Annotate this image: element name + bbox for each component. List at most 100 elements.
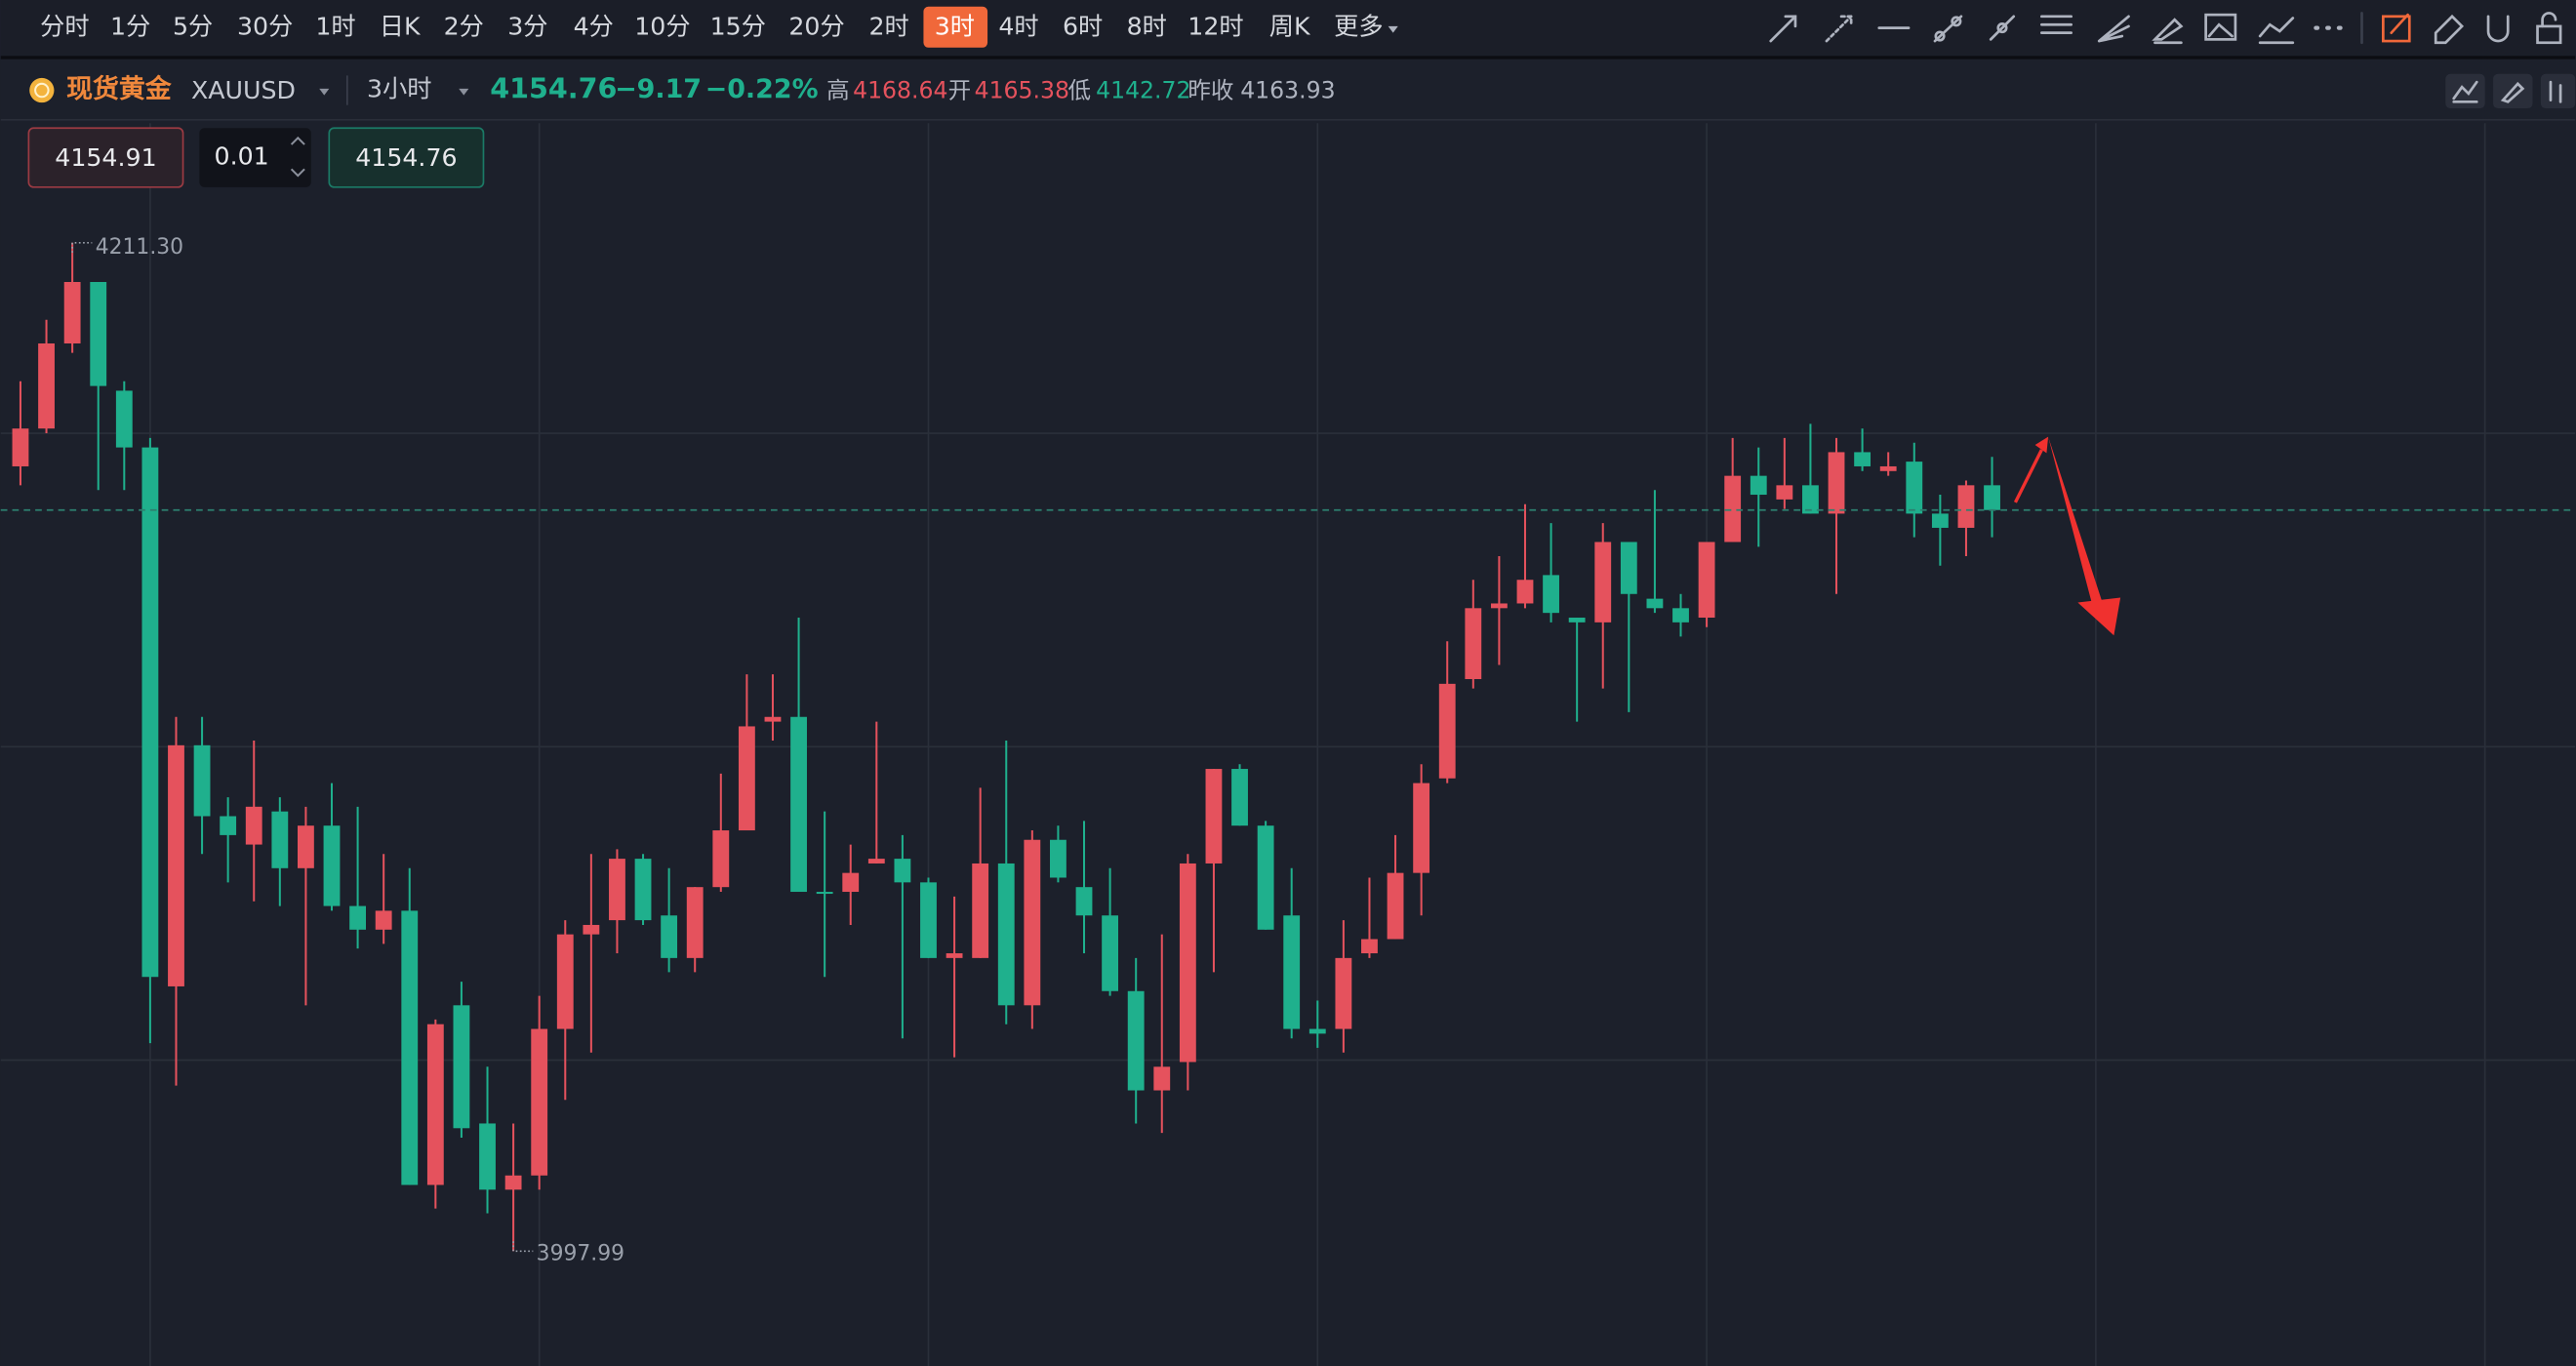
candle-body	[426, 1024, 444, 1185]
timeframe-tab[interactable]: 2时	[868, 13, 908, 41]
timeframe-tab[interactable]: 12时	[1187, 13, 1243, 41]
low-label: 低	[1068, 77, 1092, 104]
candle-body	[1231, 769, 1248, 826]
timeframe-tab[interactable]: 4时	[998, 13, 1038, 41]
qty-spinner[interactable]	[290, 136, 305, 178]
low-value: 4142.72	[1096, 77, 1190, 104]
symbol-name: 现货黄金	[66, 73, 173, 104]
candle-body	[1413, 783, 1430, 873]
qty[interactable]: 0.01	[215, 142, 269, 171]
caret	[319, 88, 330, 96]
active-tab	[923, 6, 988, 48]
change: −9.17	[615, 74, 702, 104]
timeframe-tab[interactable]: 3时	[935, 13, 975, 41]
candle-body	[946, 953, 963, 958]
prev-close-label: 昨收	[1187, 77, 1233, 104]
timeframe-tab[interactable]: 1分	[110, 13, 150, 41]
candle-body	[349, 905, 366, 930]
candle-body	[738, 726, 755, 831]
candle-body	[1620, 542, 1637, 594]
candle-body	[245, 806, 262, 845]
timeframe-tab[interactable]: 更多	[1334, 13, 1383, 41]
timeframe-tab[interactable]: 10分	[634, 13, 690, 41]
candle-body	[1672, 608, 1689, 623]
candle-body	[1205, 769, 1223, 864]
candle-body	[531, 1028, 548, 1176]
candle-body	[972, 863, 989, 958]
candle-body	[1361, 939, 1378, 954]
candle-body	[1594, 542, 1612, 623]
candle-body	[1490, 603, 1508, 609]
symbol-code[interactable]: XAUUSD	[191, 76, 296, 104]
candle-body	[1387, 872, 1404, 940]
candle-body	[1750, 475, 1767, 496]
qty-input[interactable]	[199, 128, 311, 187]
candle-body	[1646, 598, 1664, 609]
candle-body	[1854, 452, 1872, 466]
open-value: 4165.38	[975, 77, 1069, 104]
timeframe-tab[interactable]: 6时	[1063, 13, 1103, 41]
candle-body	[1308, 1028, 1326, 1034]
period[interactable]: 3小时	[367, 75, 432, 103]
candle-body	[816, 892, 833, 895]
candle-body	[1127, 990, 1145, 1091]
more-caret	[1388, 25, 1398, 33]
low-label: 3997.99	[537, 1242, 624, 1266]
candle-body	[1931, 513, 1949, 528]
timeframe-tab[interactable]: 15分	[710, 13, 766, 41]
timeframe-tab[interactable]: 8时	[1127, 13, 1167, 41]
high-value: 4168.64	[853, 77, 947, 104]
candle-body	[634, 859, 652, 921]
candle-body	[1516, 580, 1534, 604]
candle-body	[38, 342, 55, 429]
coin-icon	[29, 77, 55, 103]
candle-body	[90, 282, 107, 386]
candle-body	[712, 830, 730, 888]
timeframe-tab[interactable]: 30分	[237, 13, 293, 41]
candle-body	[1543, 575, 1559, 614]
prev-close-value: 4163.93	[1240, 77, 1335, 104]
candle-body	[323, 825, 341, 906]
candle-body	[401, 910, 419, 1185]
candle-body	[1568, 618, 1586, 623]
timeframe-tab[interactable]: 分时	[40, 13, 89, 41]
candle-body	[1438, 683, 1456, 779]
buy-price[interactable]: 4154.76	[355, 143, 457, 172]
timeframe-tab[interactable]: 20分	[788, 13, 844, 41]
candle-body	[1102, 915, 1119, 991]
buy-button[interactable]	[328, 127, 485, 188]
candle-body	[920, 882, 937, 958]
candle-body	[1879, 465, 1897, 471]
sell-price[interactable]: 4154.91	[55, 143, 156, 172]
candle-body	[997, 863, 1015, 1006]
candle-body	[63, 282, 81, 343]
drawing-tools[interactable]	[1769, 12, 2562, 45]
candle-body	[867, 859, 885, 864]
timeframe-tab[interactable]: 3分	[507, 13, 547, 41]
chart-tools[interactable]	[2445, 73, 2576, 109]
candle-body	[1724, 475, 1742, 542]
candle-body	[1776, 485, 1793, 500]
coin-icon-inner	[34, 82, 50, 99]
timeframe-tab[interactable]: 日K	[380, 13, 422, 41]
candle-body	[12, 428, 29, 466]
candle-body	[1957, 485, 1975, 528]
timeframe-tab[interactable]: 周K	[1269, 13, 1311, 41]
sell-button[interactable]	[27, 127, 184, 188]
timeframe-tab[interactable]: 5分	[173, 13, 213, 41]
candle-body	[1828, 452, 1845, 514]
open-label: 开	[948, 77, 972, 104]
candle-body	[1050, 839, 1067, 878]
toolbar-bg	[0, 0, 2576, 57]
candle-body	[168, 744, 184, 986]
timeframe-tab[interactable]: 4分	[574, 13, 614, 41]
timeframe-tab[interactable]: 1时	[315, 13, 355, 41]
arrow-annotation	[2013, 436, 2121, 636]
candle-body	[764, 716, 782, 722]
candle-body	[894, 859, 911, 883]
candle-body	[790, 716, 807, 893]
timeframe-tab[interactable]: 2分	[444, 13, 484, 41]
